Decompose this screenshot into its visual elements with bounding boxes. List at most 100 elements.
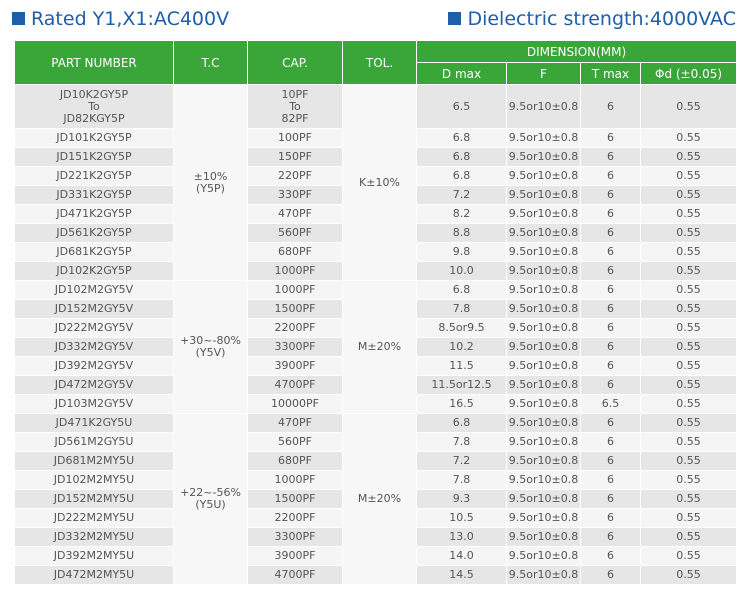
part-number: JD331K2GY5P: [14, 185, 174, 205]
t-max-cell: 6: [580, 242, 641, 262]
cap-cell: 1000PF: [247, 261, 343, 281]
f-cell: 9.5or10±0.8: [506, 432, 581, 452]
cap-cell: 330PF: [247, 185, 343, 205]
part-number: JD681M2MY5U: [14, 451, 174, 471]
cap-cell: 560PF: [247, 432, 343, 452]
part-number: JD102K2GY5P: [14, 261, 174, 281]
table-row: JD392M2MY5U 3900PF 14.0 9.5or10±0.8 6 0.55: [14, 546, 738, 566]
cell-line: JD82KGY5P: [63, 111, 125, 125]
right-title: Dielectric strength:4000VAC: [448, 8, 736, 30]
d-max-cell: 11.5: [416, 356, 507, 376]
d-max-cell: 7.8: [416, 299, 507, 319]
d-max-cell: 8.2: [416, 204, 507, 224]
phi-d-cell: 0.55: [639, 470, 738, 490]
t-max-cell: 6: [580, 527, 641, 547]
phi-d-cell: 0.55: [639, 451, 738, 471]
f-cell: 9.5or10±0.8: [506, 413, 581, 433]
f-cell: 9.5or10±0.8: [506, 185, 581, 205]
f-cell: 9.5or10±0.8: [506, 527, 581, 547]
cap-cell: 680PF: [247, 242, 343, 262]
column-header: Φd (±0.05): [639, 62, 738, 85]
phi-d-cell: 0.55: [639, 318, 738, 338]
part-number: JD152M2GY5V: [14, 299, 174, 319]
t-max-cell: 6: [580, 470, 641, 490]
phi-d-cell: 0.55: [639, 147, 738, 167]
table-row: JD561K2GY5P 560PF 8.8 9.5or10±0.8 6 0.55: [14, 223, 738, 243]
cap-cell: 10PF To 82PF: [247, 84, 343, 129]
f-cell: 9.5or10±0.8: [506, 299, 581, 319]
header-row: PART NUMBER T.C CAP. TOL. DIMENSION(MM): [14, 40, 738, 85]
tol-cell: M±20%: [342, 280, 417, 414]
f-cell: 9.5or10±0.8: [506, 318, 581, 338]
table-row: JD221K2GY5P 220PF 6.8 9.5or10±0.8 6 0.55: [14, 166, 738, 186]
d-max-cell: 8.8: [416, 223, 507, 243]
phi-d-cell: 0.55: [639, 299, 738, 319]
f-cell: 9.5or10±0.8: [506, 128, 581, 148]
cap-cell: 3900PF: [247, 546, 343, 566]
bullet: [448, 12, 462, 25]
t-max-cell: 6: [580, 413, 641, 433]
table-row: JD561M2GY5U 560PF 7.8 9.5or10±0.8 6 0.55: [14, 432, 738, 452]
d-max-cell: 6.8: [416, 413, 507, 433]
d-max-cell: 7.8: [416, 470, 507, 490]
cell-line: 10PF: [281, 87, 309, 101]
t-max-cell: 6: [580, 84, 641, 129]
part-number: JD471K2GY5P: [14, 204, 174, 224]
t-max-cell: 6: [580, 128, 641, 148]
table-row: JD103M2GY5V 10000PF 16.5 9.5or10±0.8 6.5 0.55: [14, 394, 738, 414]
t-max-cell: 6: [580, 166, 641, 186]
d-max-cell: 6.8: [416, 166, 507, 186]
table-row: JD222M2GY5V 2200PF 8.5or9.5 9.5or10±0.8 6 0.5…: [14, 318, 738, 338]
phi-d-cell: 0.55: [639, 375, 738, 395]
phi-d-cell: 0.55: [639, 413, 738, 433]
phi-d-cell: 0.55: [639, 394, 738, 414]
table-row: JD101K2GY5P 100PF 6.8 9.5or10±0.8 6 0.55: [14, 128, 738, 148]
phi-d-cell: 0.55: [639, 128, 738, 148]
d-max-cell: 7.2: [416, 451, 507, 471]
phi-d-cell: 0.55: [639, 337, 738, 357]
tc-cell: ±10% (Y5P): [173, 84, 248, 281]
tc-cell: +22~-56% (Y5U): [173, 413, 248, 585]
part-number: JD151K2GY5P: [14, 147, 174, 167]
cap-cell: 470PF: [247, 204, 343, 224]
table-row: JD471K2GY5P 470PF 8.2 9.5or10±0.8 6 0.55: [14, 204, 738, 224]
cap-cell: 1000PF: [247, 280, 343, 300]
cap-cell: 10000PF: [247, 394, 343, 414]
cell-line: +22~-56%: [180, 486, 241, 499]
t-max-cell: 6: [580, 432, 641, 452]
cap-cell: 560PF: [247, 223, 343, 243]
table-body: JD10K2GY5P To JD82KGY5P ±10% (Y5P) 10PF To 82PF…: [14, 84, 738, 585]
f-cell: 9.5or10±0.8: [506, 394, 581, 414]
f-cell: 9.5or10±0.8: [506, 84, 581, 129]
f-cell: 9.5or10±0.8: [506, 508, 581, 528]
table-row: JD222M2MY5U 2200PF 10.5 9.5or10±0.8 6 0.55: [14, 508, 738, 528]
table-row: JD151K2GY5P 150PF 6.8 9.5or10±0.8 6 0.55: [14, 147, 738, 167]
left-title: Rated Y1,X1:AC400V: [12, 8, 229, 30]
column-header: T.C: [173, 40, 248, 85]
phi-d-cell: 0.55: [639, 356, 738, 376]
part-number: JD332M2MY5U: [14, 527, 174, 547]
d-max-cell: 10.2: [416, 337, 507, 357]
f-cell: 9.5or10±0.8: [506, 546, 581, 566]
t-max-cell: 6: [580, 337, 641, 357]
tol-cell: K±10%: [342, 84, 417, 281]
cap-cell: 2200PF: [247, 318, 343, 338]
tc-cell: +30~-80% (Y5V): [173, 280, 248, 414]
cap-cell: 220PF: [247, 166, 343, 186]
phi-d-cell: 0.55: [639, 242, 738, 262]
d-max-cell: 6.8: [416, 147, 507, 167]
f-cell: 9.5or10±0.8: [506, 451, 581, 471]
part-number: JD102M2MY5U: [14, 470, 174, 490]
f-cell: 9.5or10±0.8: [506, 470, 581, 490]
d-max-cell: 6.8: [416, 280, 507, 300]
part-number: JD103M2GY5V: [14, 394, 174, 414]
t-max-cell: 6.5: [580, 394, 641, 414]
column-header: DIMENSION(MM): [415, 40, 738, 63]
t-max-cell: 6: [580, 375, 641, 395]
table-row: JD472M2GY5V 4700PF 11.5or12.5 9.5or10±0.8 6 0…: [14, 375, 738, 395]
table-row: JD681K2GY5P 680PF 9.8 9.5or10±0.8 6 0.55: [14, 242, 738, 262]
part-number: JD392M2GY5V: [14, 356, 174, 376]
part-number: JD152M2MY5U: [14, 489, 174, 509]
column-header: TOL.: [342, 40, 417, 85]
